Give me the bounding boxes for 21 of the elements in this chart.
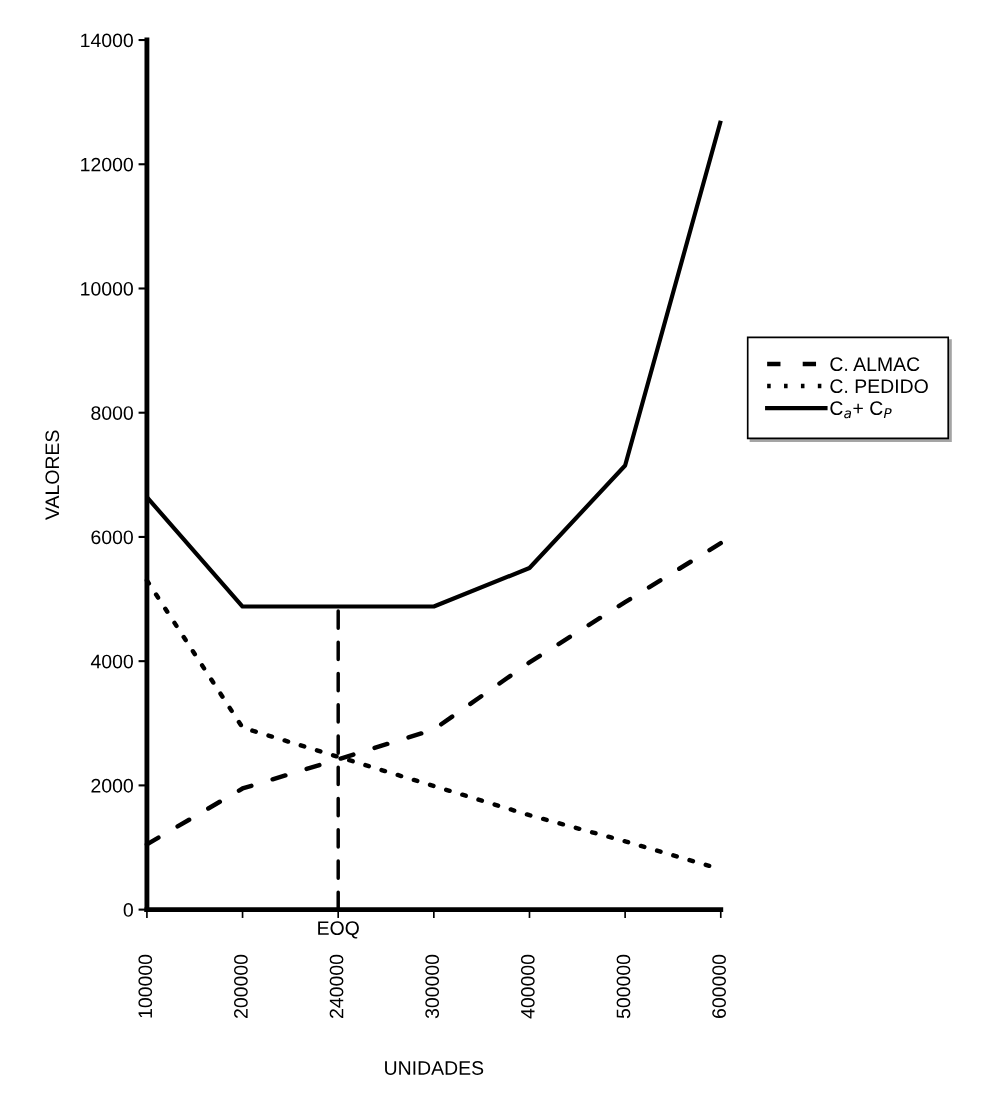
y-tick-label: 14000 xyxy=(81,33,133,48)
x-tick-label: 500000 xyxy=(616,954,631,1019)
y-axis-title: VALORES xyxy=(45,430,60,520)
x-tick-label: 400000 xyxy=(520,954,535,1019)
legend-label: C$_{a}$+ C$_{P}$ xyxy=(830,401,892,419)
x-tick-label: 300000 xyxy=(425,954,440,1019)
y-tick-label: 8000 xyxy=(91,406,133,420)
y-tick-label: 12000 xyxy=(81,157,133,172)
y-tick-label: 4000 xyxy=(90,654,133,669)
annotation: EOQ xyxy=(318,921,359,939)
x-axis-title: UNIDADES xyxy=(385,1061,484,1075)
y-tick-label: 10000 xyxy=(81,281,133,296)
y-tick-label: 6000 xyxy=(91,530,133,545)
legend-label: C. ALMAC xyxy=(830,357,920,372)
y-tick-label: 0 xyxy=(123,903,133,917)
y-tick-label: 2000 xyxy=(91,778,133,793)
x-tick-label: 200000 xyxy=(234,954,248,1018)
x-tick-label: 600000 xyxy=(712,954,726,1018)
x-tick-label: 100000 xyxy=(138,954,153,1018)
x-tick-label: 240000 xyxy=(329,954,344,1018)
legend-label: C. PEDIDO xyxy=(830,379,928,394)
